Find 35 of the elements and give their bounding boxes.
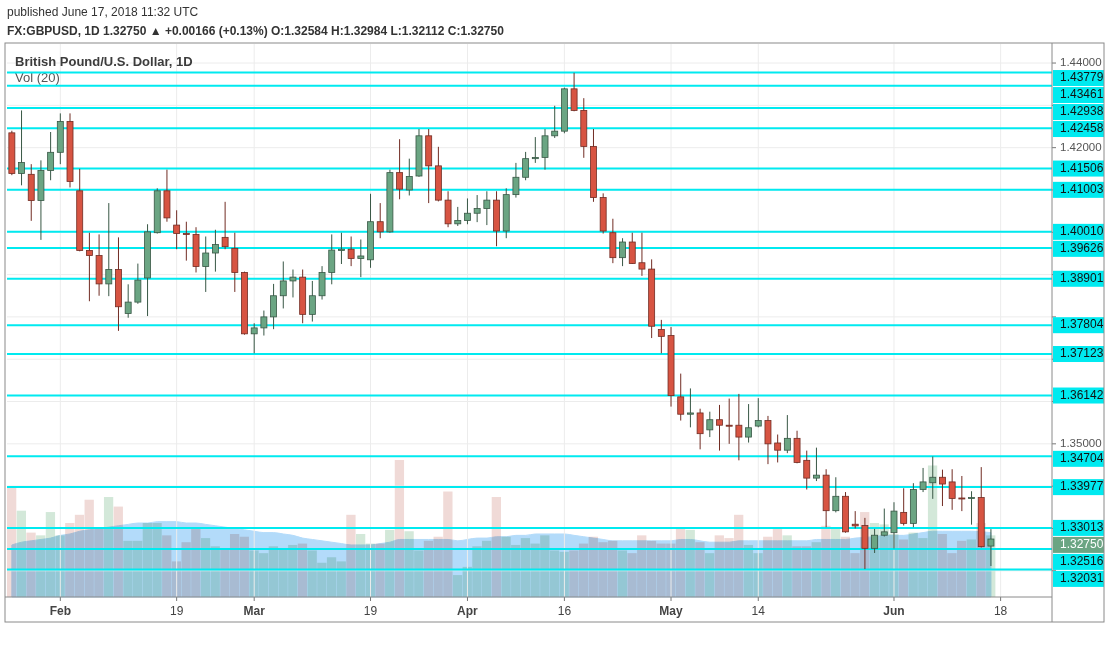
x-tick-label: Apr [457,604,479,619]
x-tick-label: 19 [363,604,378,619]
x-tick-label: 19 [169,604,184,619]
ref-line-label: 1.36142 [1060,387,1104,402]
text: published June 17, 2018 11:32 UTC [7,5,199,19]
ref-line-label: 1.41003 [1060,182,1104,197]
ref-line-label: 1.43779 [1060,70,1104,85]
ref-line-label: 1.37804 [1060,317,1104,332]
text: British Pound/U.S. Dollar, 1D [15,54,193,69]
text: 1.32750 [1060,537,1104,552]
ref-line-label: 1.38901 [1060,270,1104,285]
x-tick-label: Mar [243,604,266,619]
x-tick-label: 14 [751,604,766,619]
ref-line-label: 1.42938 [1060,104,1104,119]
ref-line-label: 1.39626 [1060,241,1104,256]
chart-title: Vol (20) [15,70,60,85]
ref-line-label: 1.33013 [1060,520,1104,535]
chart-subtitle: FX:GBPUSD, 1D 1.32750 ▲ +0.00166 (+0.13%) O:1.32584 H:1.32984 L:1.32112 C:1.32750 [7,24,505,38]
ref-line-label: 1.32031 [1060,571,1104,586]
ref-line-label: 1.40010 [1060,224,1104,239]
ref-line-label: 1.41506 [1060,160,1104,175]
y-tick-label: 1.42000 [1060,140,1102,153]
ref-line-label: 1.33977 [1060,479,1104,494]
x-tick-label: Jun [883,604,905,619]
ref-line-label: 1.42458 [1060,121,1104,136]
x-tick-label: 18 [993,604,1008,619]
x-tick-label: 16 [557,604,572,619]
ref-line-label: 1.34704 [1060,451,1104,466]
x-tick-label: May [659,604,684,619]
ref-line-label: 1.32516 [1060,554,1104,569]
ref-line-label: 1.43461 [1060,87,1104,102]
y-tick-label: 1.44000 [1060,56,1102,69]
x-tick-label: Feb [49,604,71,619]
ref-line-label: 1.37123 [1060,346,1104,361]
y-tick-label: 1.35000 [1060,436,1102,449]
